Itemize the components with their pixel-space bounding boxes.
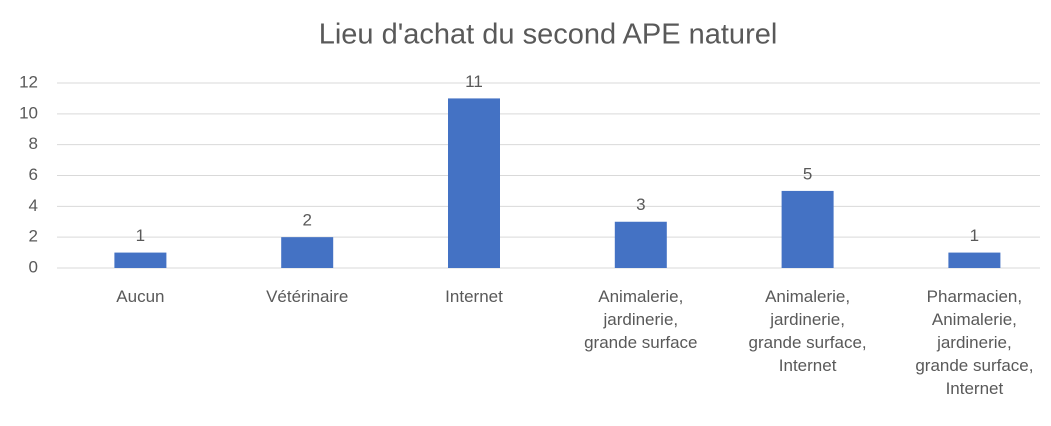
y-tick-label: 6	[29, 165, 38, 184]
data-label: 11	[465, 72, 483, 91]
x-tick-label: Aucun	[116, 287, 164, 306]
bar	[281, 237, 334, 268]
data-label: 1	[970, 226, 979, 245]
x-tick-label: Animalerie, jardinerie, grande surface, Int…	[749, 287, 867, 375]
y-tick-label: 0	[29, 257, 38, 276]
y-tick-label: 12	[19, 72, 38, 91]
bar	[448, 98, 500, 269]
data-label: 5	[803, 164, 812, 183]
data-label: 2	[302, 211, 311, 230]
bar	[114, 252, 167, 268]
x-tick-label: Internet	[445, 287, 503, 306]
y-tick-label: 4	[29, 196, 38, 215]
data-label: 1	[136, 226, 145, 245]
x-tick-label: Animalerie, jardinerie, grande surface	[584, 287, 697, 352]
bar	[614, 221, 667, 268]
data-label: 3	[636, 195, 645, 214]
bar	[948, 252, 1001, 268]
bar	[781, 190, 834, 268]
chart-title: Lieu d'achat du second APE naturel	[319, 19, 778, 51]
x-tick-label: Vétérinaire	[266, 287, 348, 306]
y-tick-label: 10	[19, 103, 38, 122]
y-tick-label: 2	[29, 227, 38, 246]
x-tick-label: Pharmacien, Animalerie, jardinerie, grande …	[915, 287, 1033, 398]
y-tick-label: 8	[29, 134, 38, 153]
